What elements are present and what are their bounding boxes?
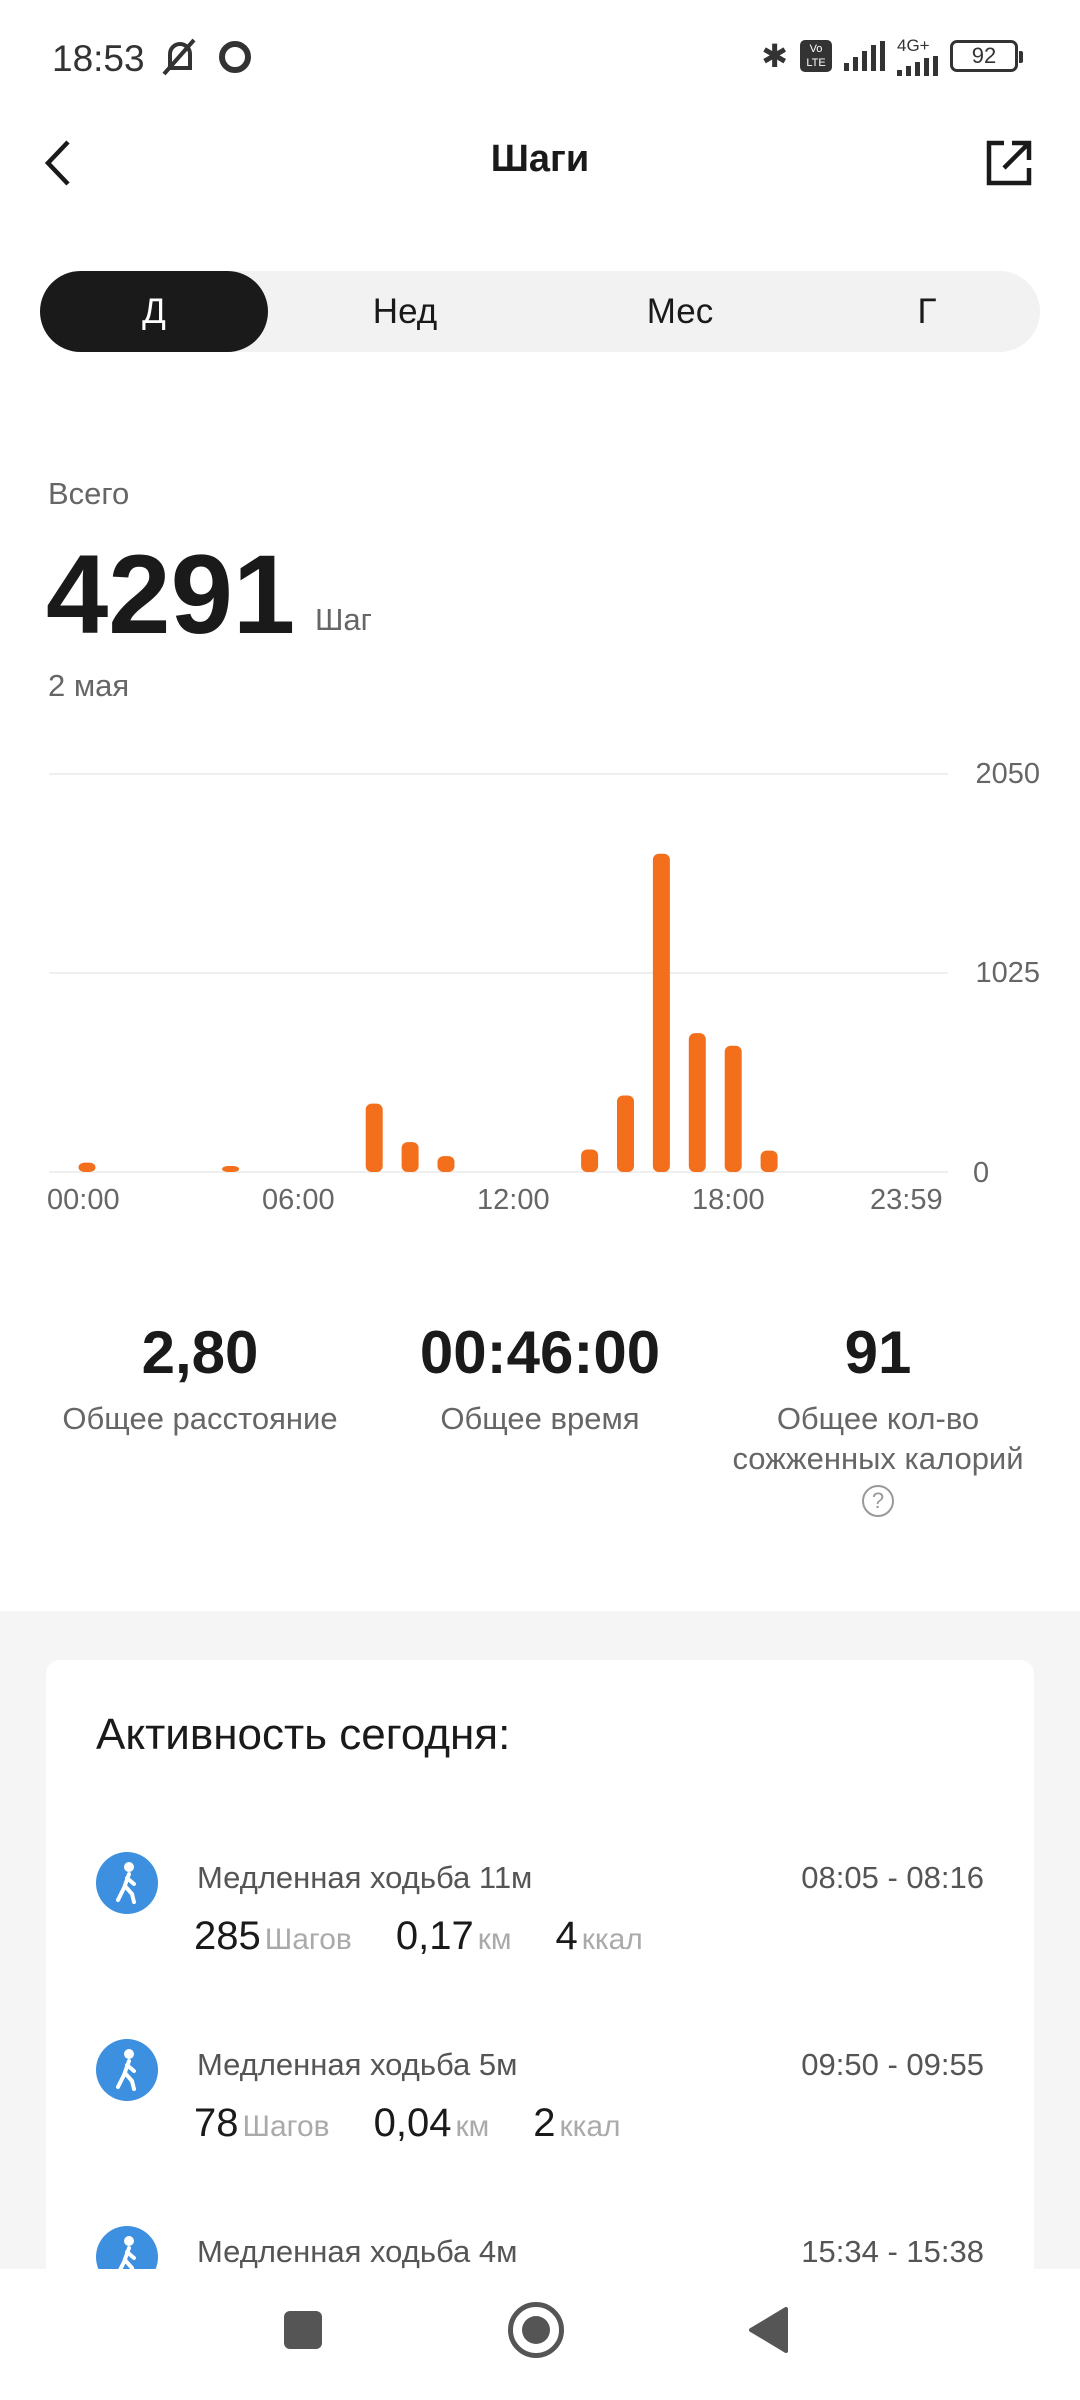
activity-steps: 285: [194, 1914, 261, 1958]
activity-title: Активность сегодня:: [96, 1710, 511, 1759]
stat-value: 2,80: [141, 1319, 259, 1386]
activity-name: Медленная ходьба 4м: [197, 2234, 518, 2269]
total-label: Всего: [48, 476, 130, 511]
bar-hour-19[interactable]: [760, 1150, 778, 1172]
network-type: 4G+: [897, 36, 930, 55]
y-tick: 0: [973, 1157, 990, 1189]
steps-chart: 2050 1025 0 00:00 06:00 12:00 18:00 23:5…: [0, 740, 1080, 1220]
bar-hour-9[interactable]: [401, 1142, 419, 1172]
kcal-unit: ккал: [581, 1923, 643, 1956]
bar-hour-16[interactable]: [652, 853, 670, 1172]
x-tick: 23:59: [870, 1184, 943, 1216]
stat-label: Общее расстояние: [62, 1401, 338, 1436]
home-button[interactable]: [508, 2302, 564, 2358]
kcal-unit: ккал: [559, 2110, 621, 2143]
activity-distance: 0,17: [395, 1914, 474, 1958]
recents-button[interactable]: [284, 2311, 322, 2349]
battery-icon: 92: [950, 40, 1023, 72]
chevron-left-icon[interactable]: [40, 138, 80, 188]
share-icon[interactable]: [984, 138, 1034, 188]
stat-distance: 2,80 Общее расстояние: [30, 1318, 370, 1439]
activity-time: 08:05 - 08:16: [801, 1860, 984, 1895]
walking-icon: [96, 1852, 158, 1914]
steps-unit: Шагов: [242, 2110, 330, 2143]
bar-hour-4[interactable]: [222, 1165, 240, 1172]
activity-kcal: 4: [555, 1914, 578, 1958]
summary-date: 2 мая: [48, 668, 130, 703]
tab-day[interactable]: Д: [40, 271, 268, 352]
stat-value: 00:46:00: [419, 1319, 661, 1386]
distance-unit: км: [477, 1923, 512, 1956]
bell-muted-icon: [162, 38, 251, 76]
stat-calories: 91 Общее кол-во сожженных калорий ?: [708, 1318, 1048, 1517]
x-tick: 18:00: [692, 1184, 765, 1216]
activity-distance: 0,04: [373, 2101, 452, 2145]
y-tick: 1025: [975, 957, 1040, 989]
activity-card: Активность сегодня: Медленная ходьба 11м…: [46, 1660, 1034, 2360]
x-tick: 00:00: [47, 1184, 120, 1216]
status-time: 18:53: [52, 38, 145, 79]
bar-hour-18[interactable]: [724, 1045, 742, 1172]
page-title: Шаги: [490, 138, 590, 180]
bar-hour-0[interactable]: [78, 1162, 96, 1172]
y-tick: 2050: [975, 758, 1040, 790]
status-icons: ✱ Vo LTE 4G+ 92: [761, 36, 1023, 76]
signal-icon-2: [897, 56, 938, 76]
chart-svg: [49, 773, 948, 1173]
status-bar: 18:53 ✱ Vo LTE 4G+ 92: [0, 0, 1080, 115]
activity-steps: 78: [194, 2101, 239, 2145]
bar-hour-15[interactable]: [617, 1095, 634, 1172]
bar-hour-14[interactable]: [581, 1149, 599, 1172]
signal-icon: [844, 41, 885, 71]
stat-time: 00:46:00 Общее время: [370, 1318, 710, 1439]
distance-unit: км: [455, 2110, 490, 2143]
activity-kcal: 2: [533, 2101, 556, 2145]
back-button[interactable]: [748, 2307, 788, 2353]
tab-month[interactable]: Мес: [646, 292, 714, 331]
bar-hour-10[interactable]: [437, 1156, 455, 1172]
activity-time: 09:50 - 09:55: [801, 2047, 984, 2082]
help-icon[interactable]: ?: [862, 1485, 894, 1517]
total-unit: Шаг: [315, 602, 372, 637]
volte-icon: Vo LTE: [800, 40, 832, 72]
walking-icon: [96, 2039, 158, 2101]
bar-hour-17[interactable]: [688, 1033, 706, 1172]
navigation-bar: [0, 2269, 1080, 2400]
x-tick: 06:00: [262, 1184, 335, 1216]
bluetooth-icon: ✱: [761, 38, 788, 74]
activity-time: 15:34 - 15:38: [801, 2234, 984, 2269]
tab-week[interactable]: Нед: [372, 292, 438, 331]
activity-name: Медленная ходьба 11м: [197, 1860, 533, 1895]
bar-hour-8[interactable]: [365, 1103, 383, 1172]
battery-level: 92: [971, 43, 997, 68]
stat-label: Общее время: [440, 1401, 640, 1436]
steps-unit: Шагов: [264, 1923, 352, 1956]
stat-label: Общее кол-во сожженных калорий: [732, 1401, 1024, 1476]
total-steps: 4291: [46, 532, 296, 657]
activity-name: Медленная ходьба 5м: [197, 2047, 518, 2082]
x-tick: 12:00: [477, 1184, 550, 1216]
stat-value: 91: [844, 1319, 912, 1386]
tab-year[interactable]: Г: [917, 292, 937, 331]
period-tabs: Д Нед Мес Г: [40, 271, 1040, 352]
